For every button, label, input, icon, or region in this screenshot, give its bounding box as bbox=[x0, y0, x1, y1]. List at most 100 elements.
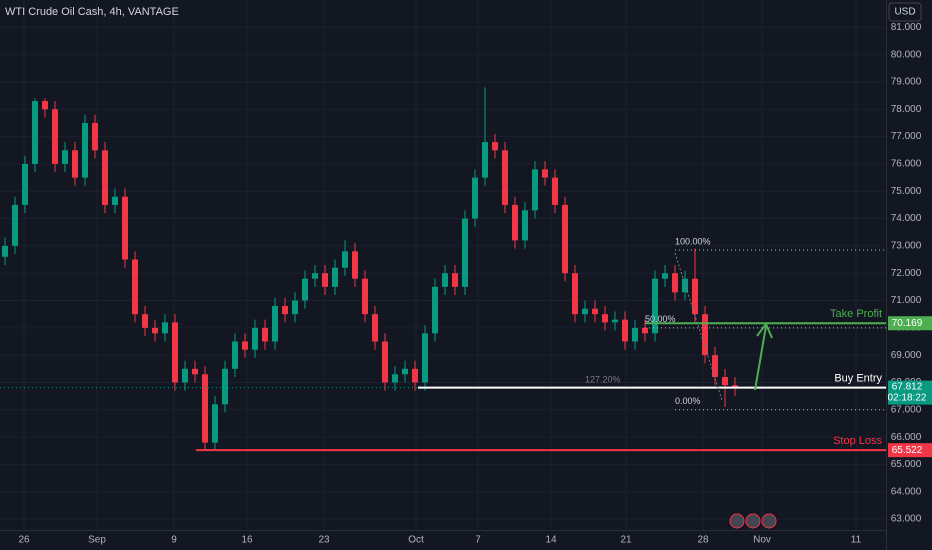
y-tick-label: 77.000 bbox=[891, 131, 922, 142]
currency-button[interactable] bbox=[888, 2, 922, 22]
candle-body bbox=[702, 314, 708, 356]
price-box-label: 65.522 bbox=[892, 445, 923, 456]
y-tick-label: 78.000 bbox=[891, 104, 922, 115]
candle-body bbox=[182, 368, 188, 383]
candle-body bbox=[572, 273, 578, 315]
candle-body bbox=[592, 308, 598, 315]
candle-body bbox=[102, 150, 108, 205]
candle-body bbox=[512, 204, 518, 241]
candle-body bbox=[32, 101, 38, 164]
candle-body bbox=[142, 314, 148, 328]
y-tick-label: 80.000 bbox=[891, 49, 922, 60]
candle-body bbox=[452, 273, 458, 287]
price-box bbox=[888, 316, 932, 331]
candle-body bbox=[42, 101, 48, 110]
candle-body bbox=[352, 251, 358, 279]
candle-body bbox=[482, 142, 488, 178]
y-tick-label: 66.000 bbox=[891, 432, 922, 443]
candle-body bbox=[312, 273, 318, 279]
y-tick-label: 71.000 bbox=[891, 295, 922, 306]
event-icon[interactable] bbox=[761, 513, 777, 529]
candle-body bbox=[322, 273, 328, 287]
fib-level-label: 0.00% bbox=[675, 396, 701, 406]
candle-body bbox=[622, 319, 628, 342]
candle-body bbox=[582, 308, 588, 315]
candle-body bbox=[522, 210, 528, 241]
candle-body bbox=[552, 177, 558, 205]
x-tick-label: 21 bbox=[620, 535, 632, 546]
y-tick-label: 73.000 bbox=[891, 241, 922, 252]
candle-body bbox=[732, 385, 738, 388]
candle-body bbox=[712, 355, 718, 378]
candle-body bbox=[422, 333, 428, 383]
currency[interactable]: USD bbox=[894, 7, 915, 18]
x-tick-label: 16 bbox=[241, 535, 253, 546]
y-tick-label: 72.000 bbox=[891, 268, 922, 279]
y-tick-label: 74.000 bbox=[891, 213, 922, 224]
candle-body bbox=[12, 204, 18, 246]
candle-body bbox=[442, 273, 448, 287]
candle-body bbox=[52, 109, 58, 164]
candle-body bbox=[362, 278, 368, 315]
arrow-head bbox=[756, 322, 773, 339]
x-tick-label: Nov bbox=[753, 535, 771, 546]
candle-body bbox=[472, 177, 478, 219]
x-tick-label: 11 bbox=[851, 535, 862, 546]
y-tick-label: 64.000 bbox=[891, 486, 922, 497]
candle-body bbox=[92, 122, 98, 151]
y-tick-label: 67.000 bbox=[891, 404, 922, 415]
candle-body bbox=[662, 273, 668, 279]
candle-body bbox=[262, 327, 268, 342]
countdown-label: 02:18:22 bbox=[888, 392, 927, 403]
candle-body bbox=[172, 322, 178, 383]
candle-body bbox=[72, 150, 78, 178]
x-tick-label: 26 bbox=[18, 535, 30, 546]
candle-body bbox=[652, 278, 658, 334]
candle-body bbox=[282, 305, 288, 315]
candle-body bbox=[212, 404, 218, 443]
candle-body bbox=[82, 122, 88, 178]
candle-body bbox=[112, 196, 118, 205]
candle-body bbox=[382, 341, 388, 383]
candle-body bbox=[542, 169, 548, 178]
x-tick-label: 28 bbox=[697, 535, 709, 546]
candle-body bbox=[292, 300, 298, 315]
candle-body bbox=[492, 142, 498, 151]
candle-body bbox=[162, 322, 168, 334]
candle-body bbox=[192, 368, 198, 375]
x-tick-label: Oct bbox=[408, 535, 424, 546]
candle-body bbox=[632, 327, 638, 342]
candle-body bbox=[462, 218, 468, 287]
candle-body bbox=[642, 327, 648, 334]
y-tick-label: 79.000 bbox=[891, 77, 922, 88]
candle-body bbox=[152, 327, 158, 334]
y-tick-label: 76.000 bbox=[891, 159, 922, 170]
candle-body bbox=[2, 245, 8, 257]
candle-body bbox=[242, 341, 248, 350]
level-label: Stop Loss bbox=[833, 435, 882, 447]
axes: 63.00064.00065.00066.00067.00068.00069.0… bbox=[18, 22, 932, 546]
candle-body bbox=[342, 251, 348, 268]
candle-body bbox=[132, 259, 138, 315]
event-icons[interactable] bbox=[729, 513, 777, 529]
x-tick-label: 7 bbox=[475, 535, 481, 546]
price-box-label: 70.169 bbox=[892, 318, 923, 329]
fib-trend-line bbox=[674, 252, 723, 401]
current-price-box bbox=[888, 380, 932, 405]
candle-body bbox=[22, 163, 28, 205]
candle-body bbox=[392, 374, 398, 383]
candle-body bbox=[602, 314, 608, 323]
y-tick-label: 63.000 bbox=[891, 514, 922, 525]
level-label: Buy Entry bbox=[834, 373, 882, 385]
candle-body bbox=[62, 150, 68, 164]
candle-body bbox=[672, 273, 678, 293]
candle-body bbox=[612, 319, 618, 323]
x-tick-label: Sep bbox=[88, 535, 106, 546]
event-icon[interactable] bbox=[745, 513, 761, 529]
event-icon[interactable] bbox=[729, 513, 745, 529]
fib-level-label: 50.00% bbox=[645, 314, 676, 324]
chart-title: WTI Crude Oil Cash, 4h, VANTAGE bbox=[5, 6, 179, 18]
candle-body bbox=[122, 196, 128, 260]
x-tick-label: 23 bbox=[318, 535, 330, 546]
